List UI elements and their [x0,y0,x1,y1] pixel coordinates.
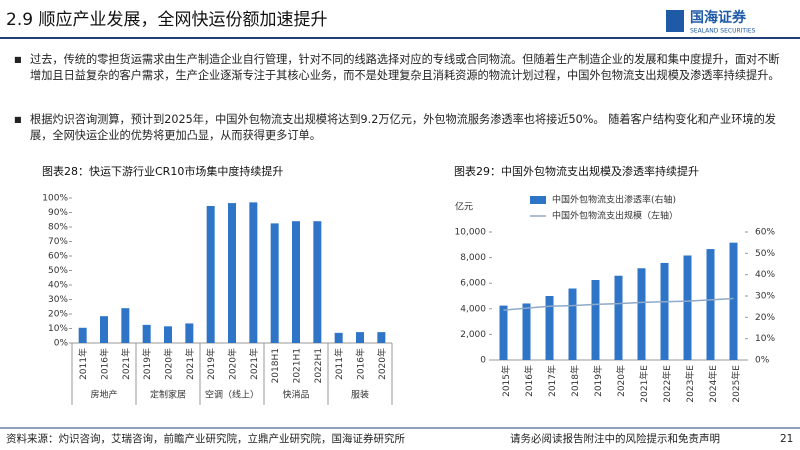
bullet: 根据灼识咨询测算，预计到2025年，中国外包物流支出规模将达到9.2万亿元，外包… [14,112,790,144]
x-tick-label: 2020年 [227,348,239,380]
bar [499,305,508,360]
x-tick-label: 2016年 [523,365,535,397]
bar [356,332,364,343]
x-tick-label: 2021年 [184,348,196,380]
bar [206,205,215,343]
x-tick-label: 2020年 [376,348,388,380]
bar [706,249,715,360]
x-tick-label: 2021H1 [293,348,303,383]
group-label: 房地产 [90,389,117,401]
y-tick-label: 6,000 [460,279,486,289]
x-tick-label: 2021年 [120,348,132,380]
group-label: 快消品 [282,389,309,401]
y-tick-label: 0 [480,356,486,366]
y-tick-label: 2,000 [460,330,486,340]
y-tick-label: 60% [48,252,68,262]
bar [637,268,646,360]
bar [121,308,130,343]
bar [270,223,279,343]
y-tick-label: 40% [755,270,775,280]
bar [660,262,669,360]
x-tick-label: 2020年 [615,365,627,397]
x-tick-label: 2023年E [684,365,696,403]
y-tick-label: 30% [48,295,68,305]
y-tick-label: 50% [755,249,775,259]
x-tick-label: 2020年 [163,348,175,380]
bar [292,221,300,343]
x-tick-label: 2019年 [205,348,217,380]
bar [545,296,554,360]
y-axis-label: 亿元 [455,201,473,213]
y-tick-label: 30% [755,292,775,302]
y-tick-label: 50% [48,266,68,276]
bar [334,332,343,343]
x-tick-label: 2025年E [730,365,742,403]
bar [185,323,194,343]
x-tick-label: 2016年 [99,348,111,380]
bar [522,303,531,360]
disclaimer: 请务必阅读报告附注中的风险提示和免责声明 [510,432,720,445]
group-label: 空调（线上） [205,389,259,401]
y-tick-label: 8,000 [460,253,486,263]
legend-swatch [530,196,546,204]
y-tick-label: 80% [48,223,68,233]
bar [100,316,108,343]
y-tick-label: 90% [48,208,68,218]
page-number: 21 [780,433,793,445]
x-tick-label: 2011年 [77,348,89,380]
bar [683,255,692,360]
logo-cn: 国海证券 [690,9,747,26]
x-tick-label: 2024年E [707,365,719,403]
bar [313,221,322,343]
x-tick-label: 2018H1 [271,348,281,383]
y-tick-label: 10,000 [455,228,487,238]
x-tick-label: 2022年E [661,365,673,403]
x-tick-label: 2021年E [638,365,650,403]
source: 资料来源：灼识咨询，艾瑞咨询，前瞻产业研究院，立鼎产业研究院，国海证券研究所 [6,432,405,445]
legend-label: 中国外包物流支出渗透率(右轴) [552,194,676,206]
bar [164,326,172,343]
y-tick-label: 20% [755,313,775,323]
bar [377,332,386,343]
bar [729,242,738,360]
logo-icon [666,10,684,32]
x-tick-label: 2015年 [500,365,512,397]
x-tick-label: 2021年 [248,348,260,380]
bullet: 过去，传统的零担货运需求由生产制造企业自行管理，针对不同的线路选择对应的专线或合… [14,52,790,84]
y-tick-label: 60% [755,228,775,238]
bar [228,203,236,343]
logo-en: SEALAND SECURITIES [690,28,756,35]
bar [591,280,600,360]
y-tick-label: 10% [755,334,775,344]
bar [614,275,623,360]
x-tick-label: 2022H1 [314,348,324,383]
slide-title: 2.9 顺应产业发展，全网快运份额加速提升 [6,10,327,30]
bar [78,327,87,343]
y-tick-label: 0% [54,339,69,349]
legend-label: 中国外包物流支出规模（左轴） [552,210,678,222]
x-tick-label: 2019年 [592,365,604,397]
y-tick-label: 100% [42,194,68,204]
chart-caption: 图表28：快运下游行业CR10市场集中度持续提升 [42,164,283,178]
chart-caption: 图表29：中国外包物流支出规模及渗透率持续提升 [454,164,699,178]
y-tick-label: 10% [48,324,68,334]
y-tick-label: 4,000 [460,304,486,314]
x-tick-label: 2019年 [141,348,153,380]
y-tick-label: 20% [48,310,68,320]
group-label: 服装 [351,389,369,401]
y-tick-label: 70% [48,237,68,247]
x-tick-label: 2017年 [546,365,558,397]
y-tick-label: 40% [48,281,68,291]
y-tick-label: 0% [755,356,770,366]
x-tick-label: 2011年 [333,348,345,380]
x-tick-label: 2016年 [355,348,367,380]
x-tick-label: 2018年 [569,365,581,397]
bar [568,288,577,360]
line [503,297,734,311]
bar [249,202,258,343]
bar [142,324,151,343]
group-label: 定制家居 [150,389,186,401]
